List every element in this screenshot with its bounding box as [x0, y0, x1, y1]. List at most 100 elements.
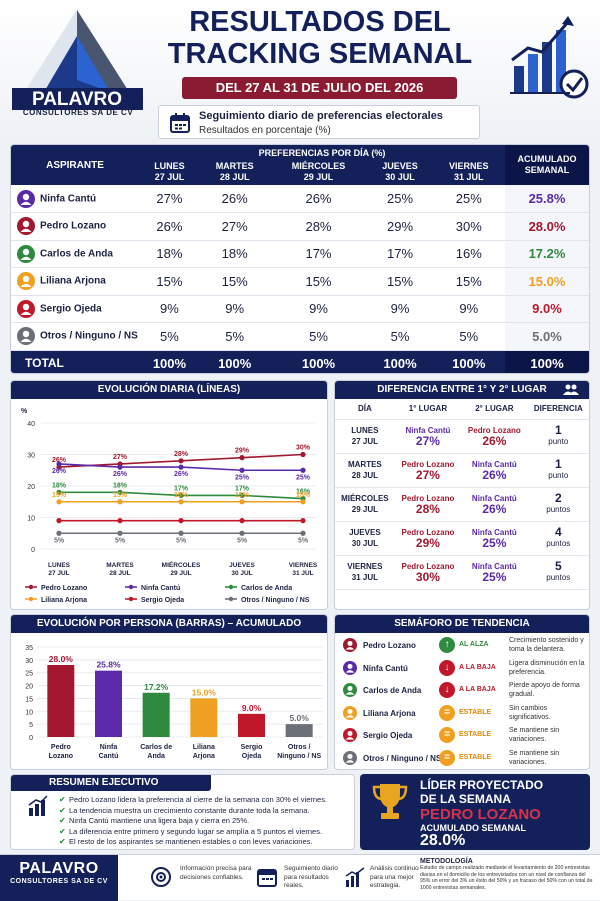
- trend-arrow-icon: ↓: [439, 682, 455, 698]
- diff-header-3: DIFERENCIA: [527, 399, 589, 420]
- data-point: [56, 461, 62, 467]
- data-label: 26%: [174, 471, 189, 478]
- avatar-icon: [343, 750, 357, 765]
- y-tick-label: 35: [25, 645, 33, 652]
- check-icon: ✔: [59, 795, 66, 804]
- data-point: [117, 530, 123, 536]
- legend-label: Sergio Ojeda: [141, 597, 184, 604]
- cell-value: 26%: [199, 185, 270, 213]
- data-point: [239, 492, 245, 499]
- cell-value: 9%: [367, 295, 433, 323]
- cell-value: 28%: [269, 212, 368, 241]
- leader-heading: LÍDER PROYECTADO DE LA SEMANA: [420, 778, 544, 806]
- total-row: TOTAL 100% 100% 100% 100% 100% 100%: [11, 350, 589, 373]
- x-tick-label: Ninguno / NS: [277, 753, 321, 760]
- data-label: 5%: [115, 537, 126, 544]
- x-tick-label: Ojeda: [242, 753, 262, 760]
- data-point: [239, 467, 245, 473]
- logo-subtitle: CONSULTORES SA DE CV: [22, 108, 134, 117]
- second-place: Pedro Lozano 26%: [461, 419, 528, 454]
- y-tick-label: 40: [27, 421, 35, 428]
- trend-name: Ninfa Cantú: [363, 663, 408, 673]
- trend-name: Liliana Arjona: [363, 708, 416, 718]
- bar-chart-icon: [28, 795, 48, 816]
- bar-value-label: 15.0%: [192, 687, 217, 697]
- cell-value: 29%: [367, 212, 433, 241]
- cell-value: 17%: [269, 240, 368, 268]
- diff-day: MIÉRCOLES 29 JUL: [335, 487, 395, 522]
- data-point: [300, 467, 306, 473]
- legend-label: Liliana Arjona: [41, 597, 87, 604]
- data-label: 26%: [113, 471, 128, 478]
- x-tick-label: LUNES: [48, 562, 71, 569]
- trend-status: ESTABLE: [459, 753, 492, 761]
- trend-name: Pedro Lozano: [363, 641, 416, 650]
- data-label: 30%: [296, 445, 311, 452]
- day-header-2: MIÉRCOLES 29 JUL: [269, 159, 368, 185]
- cell-value: 5%: [432, 322, 505, 351]
- data-point: [178, 458, 184, 464]
- second-place: Ninfa Cantú 25%: [461, 555, 528, 590]
- trend-row: Otros / Ninguno / NS = ESTABLE Se mantiene …: [335, 748, 589, 770]
- diff-day: MARTES 28 JUL: [335, 453, 395, 488]
- total-value: 100%: [139, 350, 200, 373]
- calendar-icon: [257, 869, 277, 887]
- data-point: [56, 530, 62, 536]
- summary-item: ✔ El resto de los aspirantes se mantienen…: [59, 837, 313, 846]
- data-point: [56, 518, 62, 524]
- footer-logo: PALAVRO CONSULTORES SA DE CV: [0, 855, 118, 901]
- data-point: [117, 518, 123, 524]
- trend-name: Otros / Ninguno / NS: [363, 753, 442, 763]
- preferences-table: ASPIRANTE PREFERENCIAS POR DÍA (%) ACUMU…: [10, 144, 590, 374]
- bar: [142, 692, 170, 737]
- day-header-row: LUNES 27 JUL MARTES 28 JUL MIÉRCOLES 29 JUL JU…: [11, 159, 589, 185]
- trend-status: A LA BAJA: [459, 663, 496, 671]
- cell-value: 5%: [269, 322, 368, 351]
- footer-item-analysis: Análisis continuo para una mejor estrate…: [370, 865, 419, 889]
- table-row: MARTES 28 JUL Pedro Lozano 27% Ninfa Cantú 26…: [335, 453, 589, 488]
- data-point: [300, 451, 306, 458]
- difference-title: DIFERENCIA ENTRE 1° Y 2° LUGAR: [335, 381, 589, 399]
- candidate-name: Carlos de Anda: [11, 240, 139, 268]
- data-label: 17%: [174, 485, 189, 492]
- summary-list: ✔ Pedro Lozano lidera la preferencia al c…: [59, 795, 349, 848]
- data-point: [178, 518, 184, 524]
- day-header-0: LUNES 27 JUL: [139, 159, 200, 185]
- trend-row: Pedro Lozano ↑ AL ALZA Crecimiento sostenid…: [335, 635, 589, 657]
- summary-item: ✔ La diferencia entre primero y segundo l…: [59, 826, 323, 836]
- diff-header-2: 2° LUGAR: [461, 399, 528, 420]
- acum-value: 5.0%: [505, 322, 589, 351]
- cell-value: 15%: [432, 267, 505, 296]
- x-tick-label: 27 JUL: [48, 570, 69, 577]
- first-place: Pedro Lozano 29%: [394, 521, 462, 556]
- total-value: 100%: [367, 350, 433, 373]
- avatar-icon: [343, 728, 357, 742]
- bar-value-label: 25.8%: [96, 660, 121, 670]
- bar: [95, 670, 122, 737]
- check-icon: ✔: [59, 826, 66, 836]
- palavro-logo: PALAVRO: [12, 10, 143, 110]
- bar: [47, 665, 75, 737]
- data-label: 26%: [52, 468, 67, 475]
- first-place: Pedro Lozano 30%: [394, 555, 462, 590]
- total-value: 100%: [432, 350, 505, 373]
- table-row: VIERNES 31 JUL Pedro Lozano 30% Ninfa Cantú 2…: [335, 555, 589, 590]
- day-header-1: MARTES 28 JUL: [199, 159, 270, 185]
- legend-label: Carlos de Anda: [241, 585, 292, 592]
- x-tick-label: Liliana: [193, 744, 215, 751]
- first-place: Ninfa Cantú 27%: [394, 419, 462, 454]
- table-row: Ninfa Cantú 27% 26% 26% 25% 25% 25.8%: [11, 185, 589, 213]
- y-axis-label: %: [21, 408, 28, 415]
- avatar-icon: [343, 683, 357, 697]
- page-title: RESULTADOS DEL TRACKING SEMANAL: [150, 6, 490, 70]
- data-point: [239, 518, 245, 524]
- first-place: Pedro Lozano 28%: [394, 487, 462, 522]
- calendar-icon: [170, 113, 190, 133]
- data-label: 25%: [296, 474, 311, 481]
- bar-value-label: 9.0%: [242, 703, 262, 713]
- avatar-icon: [343, 705, 357, 720]
- table-row: Liliana Arjona 15% 15% 15% 15% 15% 15.0%: [11, 267, 589, 296]
- bar-value-label: 28.0%: [49, 654, 74, 664]
